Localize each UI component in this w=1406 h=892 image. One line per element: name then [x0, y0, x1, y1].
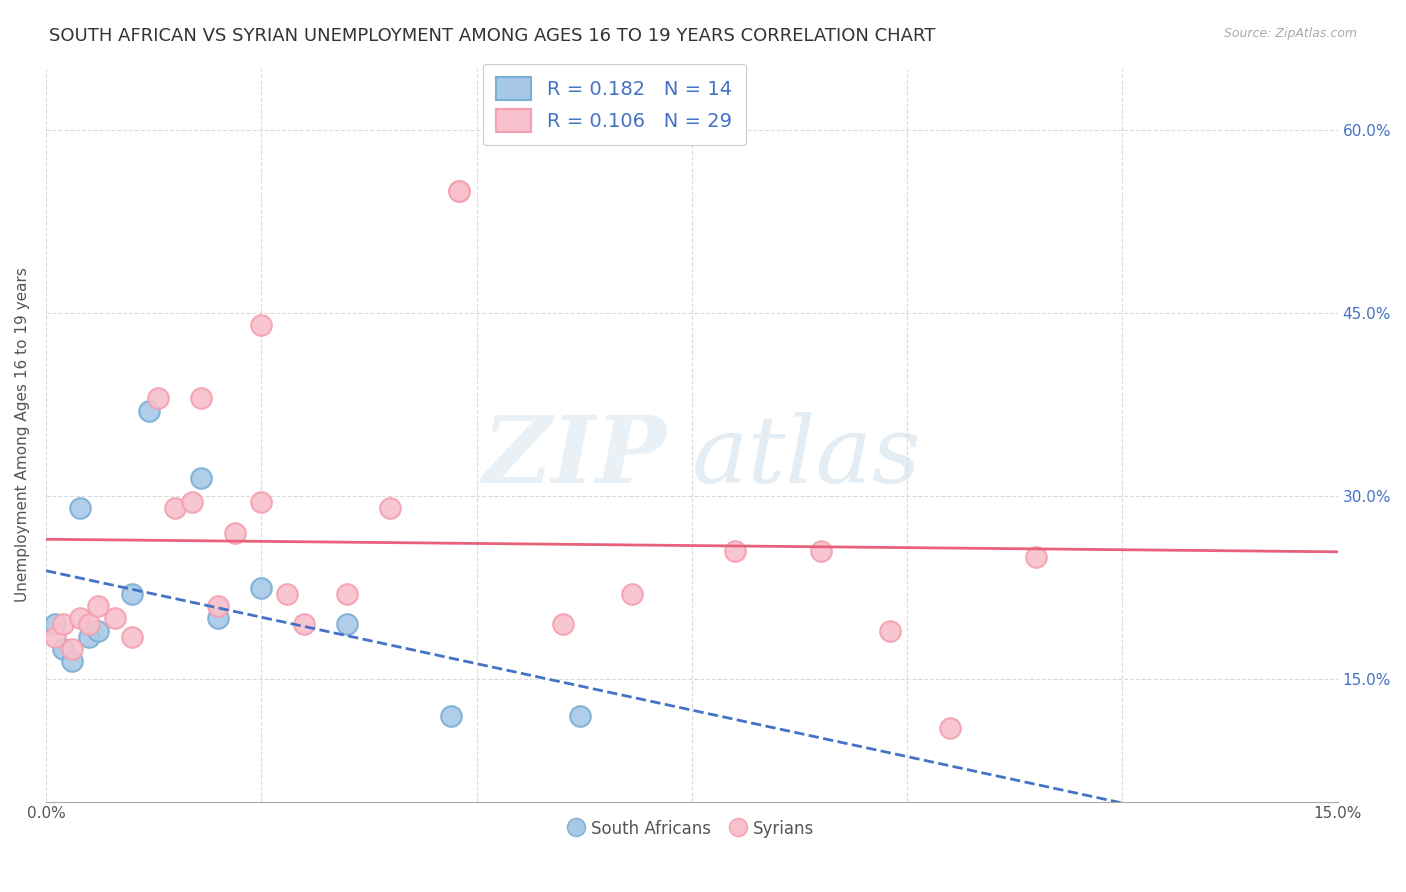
Point: [250, 495, 273, 509]
Text: Source: ZipAtlas.com: Source: ZipAtlas.com: [1223, 27, 1357, 40]
Point: [86, 599, 108, 613]
Point: [190, 471, 212, 485]
Point: [380, 501, 402, 516]
Point: [568, 709, 591, 723]
Point: [52, 617, 75, 632]
Point: [44, 630, 66, 644]
Point: [181, 495, 204, 509]
Point: [52, 641, 75, 656]
Point: [336, 587, 359, 601]
Point: [121, 630, 143, 644]
Point: [939, 721, 962, 735]
Point: [440, 709, 463, 723]
Point: [250, 581, 273, 595]
Text: SOUTH AFRICAN VS SYRIAN UNEMPLOYMENT AMONG AGES 16 TO 19 YEARS CORRELATION CHART: SOUTH AFRICAN VS SYRIAN UNEMPLOYMENT AMO…: [49, 27, 935, 45]
Point: [77, 630, 100, 644]
Point: [551, 617, 574, 632]
Point: [620, 587, 643, 601]
Point: [138, 403, 160, 417]
Point: [1025, 550, 1047, 565]
Point: [69, 501, 91, 516]
Point: [69, 611, 91, 625]
Point: [449, 184, 471, 198]
Point: [60, 641, 83, 656]
Point: [104, 611, 127, 625]
Text: ZIP: ZIP: [482, 412, 666, 502]
Y-axis label: Unemployment Among Ages 16 to 19 years: Unemployment Among Ages 16 to 19 years: [15, 268, 30, 602]
Point: [60, 654, 83, 668]
Point: [336, 617, 359, 632]
Point: [879, 624, 901, 638]
Point: [724, 544, 747, 558]
Point: [276, 587, 298, 601]
Point: [250, 318, 273, 332]
Point: [44, 617, 66, 632]
Point: [207, 611, 229, 625]
Point: [292, 617, 315, 632]
Legend: South Africans, Syrians: South Africans, Syrians: [562, 813, 821, 845]
Point: [165, 501, 187, 516]
Point: [77, 617, 100, 632]
Point: [810, 544, 832, 558]
Point: [190, 392, 212, 406]
Point: [224, 525, 246, 540]
Point: [86, 624, 108, 638]
Text: atlas: atlas: [692, 412, 921, 502]
Point: [207, 599, 229, 613]
Point: [449, 184, 471, 198]
Point: [146, 392, 169, 406]
Point: [121, 587, 143, 601]
